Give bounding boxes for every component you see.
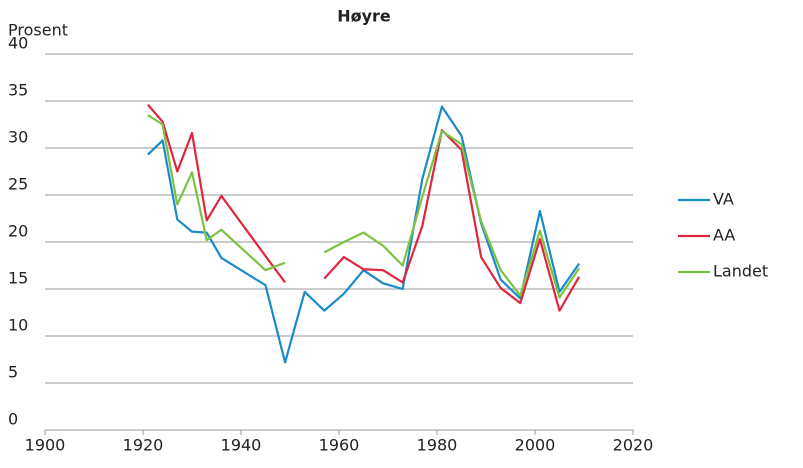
- y-tick-label: 30: [8, 128, 28, 147]
- x-tick-label: 1920: [123, 436, 164, 455]
- legend-label: VA: [713, 190, 734, 209]
- x-tick-label: 1900: [25, 436, 66, 455]
- x-tick-label: 1940: [221, 436, 262, 455]
- line-series: [147, 114, 581, 299]
- chart-title: Høyre: [337, 7, 391, 26]
- y-tick-label: 15: [8, 269, 28, 288]
- y-tick-label: 20: [8, 222, 28, 241]
- y-axis-label: Prosent: [8, 21, 68, 40]
- x-tick-label: 2020: [613, 436, 654, 455]
- x-tick-label: 2000: [515, 436, 556, 455]
- y-tick-label: 40: [8, 34, 28, 53]
- x-tick-label: 1960: [319, 436, 360, 455]
- y-tick-label: 5: [8, 363, 18, 382]
- line-series: [147, 104, 581, 312]
- legend-label: Landet: [713, 262, 768, 281]
- y-tick-label: 10: [8, 316, 28, 335]
- x-tick-label: 1980: [417, 436, 458, 455]
- y-tick-label: 35: [8, 81, 28, 100]
- y-tick-label: 25: [8, 175, 28, 194]
- y-tick-label: 0: [8, 410, 18, 429]
- legend-label: AA: [713, 226, 735, 245]
- line-series: [147, 105, 581, 364]
